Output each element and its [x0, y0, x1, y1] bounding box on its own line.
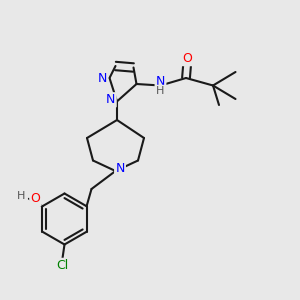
Text: N: N — [98, 71, 107, 85]
Text: H: H — [156, 86, 165, 96]
Text: O: O — [183, 52, 192, 65]
Text: N: N — [106, 93, 116, 106]
Text: N: N — [156, 75, 165, 88]
Text: Cl: Cl — [56, 259, 68, 272]
Text: N: N — [115, 161, 125, 175]
Text: H: H — [17, 191, 25, 201]
Text: O: O — [30, 192, 40, 205]
